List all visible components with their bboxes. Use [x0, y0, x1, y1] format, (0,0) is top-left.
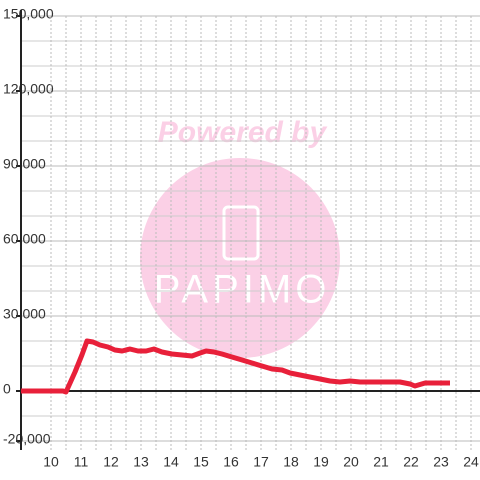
x-tick-label: 14 — [163, 454, 179, 470]
x-tick-label: 19 — [313, 454, 329, 470]
y-tick-label: 30,000 — [3, 306, 46, 322]
line — [21, 338, 450, 395]
x-tick-label: 18 — [283, 454, 299, 470]
y-tick-label: 90,000 — [3, 156, 46, 172]
x-tick-label: 17 — [253, 454, 269, 470]
x-tick-label: 23 — [433, 454, 449, 470]
x-tick-label: 24 — [463, 454, 479, 470]
y-tick-label: 150,000 — [3, 6, 54, 22]
y-tick-label: 0 — [3, 381, 11, 397]
watermark-top: Powered by — [158, 116, 328, 149]
watermark: Powered by PAPIMO — [140, 116, 340, 358]
x-tick-label: 13 — [133, 454, 149, 470]
x-tick-label: 21 — [373, 454, 389, 470]
y-tick-label: -20,000 — [3, 431, 51, 447]
x-tick-label: 10 — [43, 454, 59, 470]
watermark-logo: PAPIMO — [154, 268, 331, 312]
x-tick-label: 16 — [223, 454, 239, 470]
y-tick-label: 60,000 — [3, 231, 46, 247]
x-tick-label: 20 — [343, 454, 359, 470]
x-tick-label: 11 — [74, 454, 89, 470]
x-tick-label: 12 — [103, 454, 119, 470]
x-tick-label: 22 — [403, 454, 419, 470]
x-tick-label: 15 — [193, 454, 209, 470]
plot — [21, 338, 450, 395]
y-tick-label: 120,000 — [3, 81, 54, 97]
watermark-phone — [222, 205, 260, 261]
